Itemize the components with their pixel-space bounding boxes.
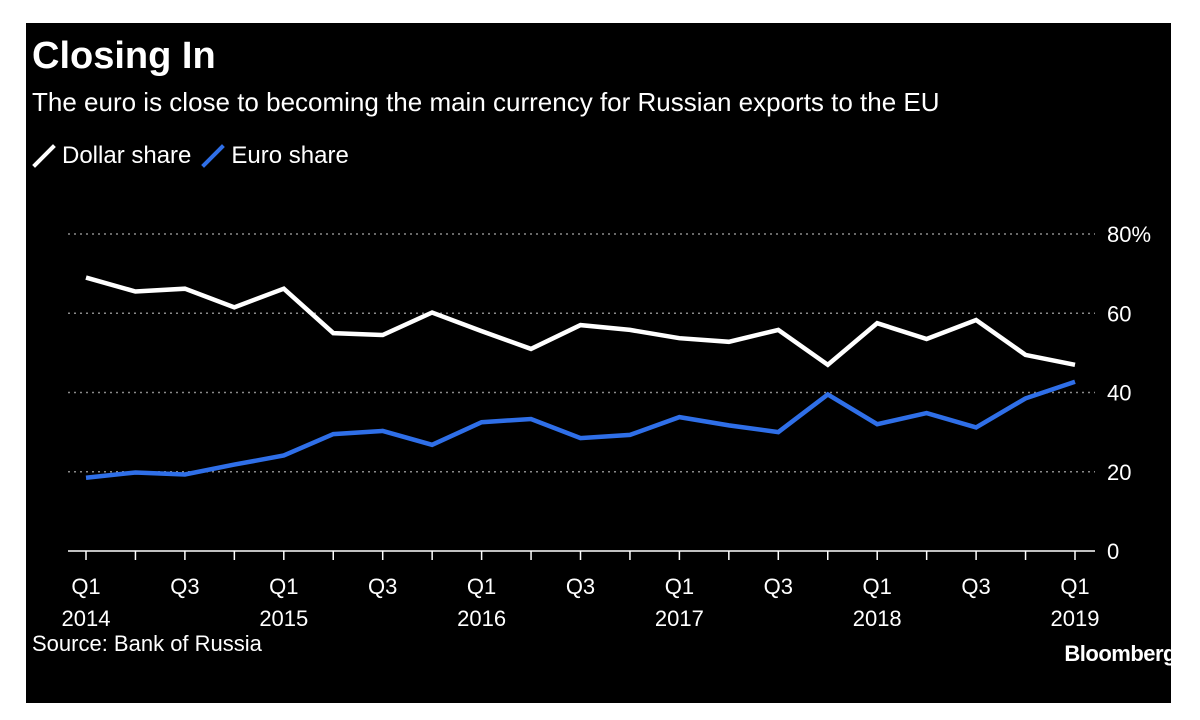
x-tick-label: Q3 — [566, 574, 595, 599]
legend-swatch-euro — [201, 144, 226, 168]
chart-panel — [26, 23, 1171, 703]
source-note: Source: Bank of Russia — [32, 631, 262, 656]
chart-title: Closing In — [32, 35, 216, 77]
y-tick-label-0: 0 — [1107, 539, 1119, 564]
legend: Dollar share Euro share — [32, 140, 359, 172]
x-tick-label: Q1 — [863, 574, 892, 599]
legend-item-dollar: Dollar share — [32, 142, 191, 170]
y-tick-label-20: 20 — [1107, 460, 1131, 485]
x-tick-label: 2014 — [62, 606, 111, 631]
x-tick-label: Q1 — [665, 574, 694, 599]
x-tick-label: Q3 — [368, 574, 397, 599]
series-line-euro — [85, 379, 1076, 480]
y-tick-label-60: 60 — [1107, 301, 1131, 326]
x-tick-label: 2019 — [1051, 606, 1100, 631]
x-tick-label: Q3 — [764, 574, 793, 599]
legend-label-dollar: Dollar share — [62, 142, 192, 169]
legend-swatch-dollar — [32, 144, 56, 168]
x-tick-label: Q1 — [269, 574, 298, 599]
y-tick-label-80: 80% — [1107, 222, 1151, 247]
x-tick-label: Q3 — [961, 574, 990, 599]
legend-item-euro: Euro share — [201, 142, 349, 170]
brand-logo: Bloomberg — [1064, 641, 1176, 666]
x-tick-label: 2016 — [457, 606, 506, 631]
x-tick-label: 2018 — [853, 606, 902, 631]
y-tick-label-40: 40 — [1107, 381, 1131, 406]
series-line-dollar — [85, 275, 1076, 368]
x-tick-label: 2015 — [259, 606, 308, 631]
x-tick-label: Q1 — [467, 574, 496, 599]
x-tick-label: 2017 — [655, 606, 704, 631]
x-tick-label: Q3 — [170, 574, 199, 599]
x-tick-label: Q1 — [71, 574, 100, 599]
chart-subtitle: The euro is close to becoming the main c… — [32, 87, 940, 117]
x-tick-label: Q1 — [1060, 574, 1089, 599]
legend-label-euro: Euro share — [231, 142, 349, 169]
